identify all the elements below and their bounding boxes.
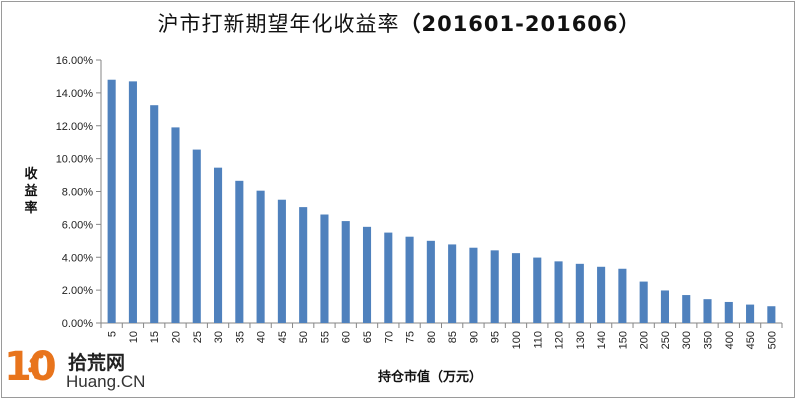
bar xyxy=(405,236,414,323)
x-tick-label: 40 xyxy=(256,331,268,343)
watermark-en: Huang.CN xyxy=(66,372,146,391)
bar xyxy=(597,266,606,323)
x-tick-label: 100 xyxy=(511,331,523,349)
x-tick-label: 25 xyxy=(192,331,204,343)
bar xyxy=(150,105,159,323)
bar xyxy=(533,257,542,323)
bar xyxy=(490,250,499,323)
bar xyxy=(469,247,478,323)
bar xyxy=(299,207,308,323)
x-tick-label: 10 xyxy=(128,331,140,343)
x-tick-label: 300 xyxy=(681,331,693,349)
y-tick-label: 0.00% xyxy=(62,318,93,330)
gear-icon xyxy=(28,354,54,380)
x-tick-label: 200 xyxy=(639,331,651,349)
bar xyxy=(448,244,457,323)
bar xyxy=(703,299,712,323)
bar xyxy=(192,149,201,323)
y-tick-label: 4.00% xyxy=(62,252,93,264)
x-tick-label: 250 xyxy=(660,331,672,349)
watermark-logo: 10 拾荒网 Huang.CN xyxy=(4,344,154,396)
x-tick-label: 5 xyxy=(107,331,119,337)
bar xyxy=(639,281,648,323)
bar xyxy=(724,301,733,323)
x-tick-label: 85 xyxy=(447,331,459,343)
x-tick-label: 500 xyxy=(766,331,778,349)
bar xyxy=(511,253,521,323)
bar xyxy=(107,79,116,323)
x-axis-label: 持仓市值（万元） xyxy=(377,370,482,385)
y-tick-label: 14.00% xyxy=(56,88,94,100)
bar xyxy=(682,295,691,323)
x-tick-label: 80 xyxy=(426,331,438,343)
x-tick-label: 15 xyxy=(149,331,161,343)
bar xyxy=(426,240,435,323)
x-tick-label: 20 xyxy=(170,331,182,343)
bar xyxy=(277,199,286,323)
bar xyxy=(256,190,265,323)
bar xyxy=(235,180,244,323)
bar xyxy=(575,263,584,323)
y-tick-label: 6.00% xyxy=(62,219,93,231)
bar xyxy=(746,304,755,323)
chart-title: 沪市打新期望年化收益率（201601-201606） xyxy=(157,12,641,36)
y-tick-label: 16.00% xyxy=(56,55,94,67)
y-tick-label: 8.00% xyxy=(62,187,93,199)
x-tick-label: 30 xyxy=(213,331,225,343)
x-tick-label: 90 xyxy=(468,331,480,343)
x-tick-label: 95 xyxy=(490,331,502,343)
x-tick-label: 55 xyxy=(319,331,331,343)
bar xyxy=(320,214,329,323)
x-tick-label: 50 xyxy=(298,331,310,343)
y-axis-label: 收益率 xyxy=(24,167,38,216)
bar xyxy=(128,81,137,324)
y-tick-label: 10.00% xyxy=(56,154,94,166)
bar xyxy=(554,261,563,323)
x-tick-label: 130 xyxy=(575,331,587,349)
x-tick-label: 110 xyxy=(532,331,544,349)
x-tick-label: 75 xyxy=(405,331,417,343)
x-tick-label: 65 xyxy=(362,331,374,343)
bar xyxy=(384,232,393,323)
bar xyxy=(767,306,776,323)
bar xyxy=(660,290,669,323)
x-tick-label: 350 xyxy=(703,331,715,349)
y-tick-label: 2.00% xyxy=(62,285,93,297)
x-tick-label: 150 xyxy=(617,331,629,349)
bar xyxy=(362,226,372,323)
x-tick-label: 35 xyxy=(234,331,246,343)
bar xyxy=(171,127,180,323)
bar xyxy=(618,268,627,323)
bar xyxy=(341,221,350,323)
x-tick-label: 450 xyxy=(745,331,757,349)
x-tick-label: 120 xyxy=(554,331,566,349)
y-tick-label: 12.00% xyxy=(56,121,94,133)
x-tick-label: 400 xyxy=(724,331,736,349)
x-tick-label: 45 xyxy=(277,331,289,343)
x-tick-label: 60 xyxy=(341,331,353,343)
x-tick-label: 140 xyxy=(596,331,608,349)
x-tick-label: 70 xyxy=(383,331,395,343)
bar xyxy=(214,167,223,323)
watermark-cn: 拾荒网 xyxy=(68,352,126,374)
